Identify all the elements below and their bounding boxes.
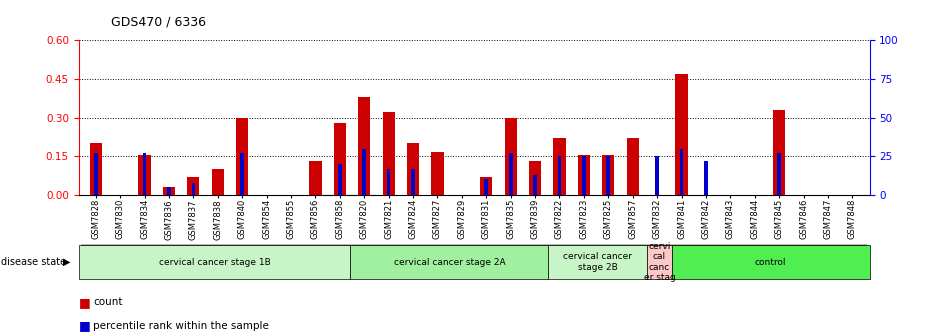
Bar	[383, 113, 395, 195]
Text: GDS470 / 6336: GDS470 / 6336	[111, 15, 206, 28]
Bar	[412, 169, 415, 195]
Text: count: count	[93, 297, 123, 307]
Bar	[387, 169, 390, 195]
Text: percentile rank within the sample: percentile rank within the sample	[93, 321, 269, 331]
Bar	[777, 153, 781, 195]
Bar	[167, 187, 171, 195]
Bar	[363, 149, 366, 195]
Bar	[191, 182, 195, 195]
Bar	[509, 153, 512, 195]
Bar	[93, 153, 97, 195]
Bar	[431, 153, 444, 195]
Text: disease state: disease state	[1, 257, 66, 267]
Bar	[358, 97, 370, 195]
Text: cervical cancer stage 1B: cervical cancer stage 1B	[159, 258, 270, 266]
Bar	[553, 138, 565, 195]
Bar	[607, 156, 611, 195]
Bar	[142, 153, 146, 195]
Bar	[212, 169, 224, 195]
Bar	[704, 161, 708, 195]
Bar	[655, 156, 659, 195]
Text: ■: ■	[79, 296, 91, 309]
Bar	[529, 161, 541, 195]
Text: cervi
cal
canc
er stag: cervi cal canc er stag	[644, 242, 675, 282]
Bar	[309, 161, 322, 195]
Bar	[163, 187, 175, 195]
Text: ▶: ▶	[63, 257, 70, 267]
Bar	[480, 177, 492, 195]
Text: cervical cancer
stage 2B: cervical cancer stage 2B	[563, 252, 632, 272]
Bar	[680, 149, 684, 195]
Bar	[626, 138, 639, 195]
Bar	[773, 110, 785, 195]
Bar	[334, 123, 346, 195]
Bar	[558, 156, 561, 195]
Bar	[407, 143, 419, 195]
Bar	[187, 177, 200, 195]
Bar	[504, 118, 517, 195]
Text: control: control	[755, 258, 786, 266]
Bar	[582, 156, 586, 195]
Bar	[485, 179, 488, 195]
Bar	[90, 143, 102, 195]
Bar	[675, 74, 687, 195]
Bar	[139, 155, 151, 195]
Bar	[338, 164, 341, 195]
Text: cervical cancer stage 2A: cervical cancer stage 2A	[393, 258, 505, 266]
Text: ■: ■	[79, 320, 91, 332]
Bar	[578, 155, 590, 195]
Bar	[240, 153, 244, 195]
Bar	[602, 155, 614, 195]
Bar	[533, 175, 536, 195]
Bar	[236, 118, 248, 195]
